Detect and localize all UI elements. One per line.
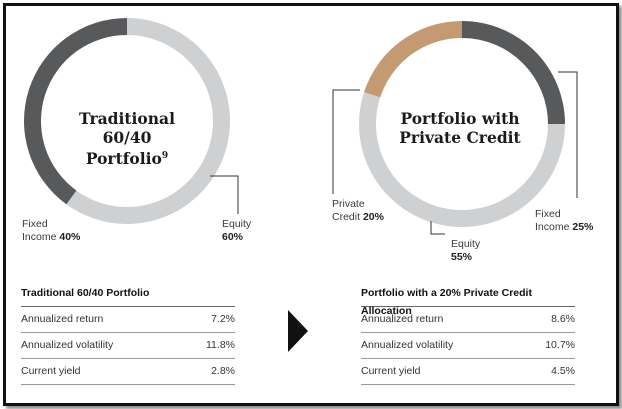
donut-2-title-line2: Private Credit xyxy=(399,128,521,147)
donut-2-title-line1: Portfolio with xyxy=(400,109,520,128)
label-private-credit: Private Credit 20% xyxy=(332,198,384,224)
donut-slice-equity xyxy=(66,18,231,225)
table-row: Current yield 4.5% xyxy=(361,359,575,385)
label-equity-1: Equity 60% xyxy=(222,218,251,244)
label-text: Equity xyxy=(222,218,252,230)
label-text: Equity xyxy=(451,238,481,250)
donut-chart-traditional xyxy=(23,18,231,225)
leader-line-private-credit xyxy=(332,89,360,194)
table-private-credit: Portfolio with a 20% Private Credit Allo… xyxy=(361,284,575,385)
label-value: 40% xyxy=(59,231,81,243)
table-title: Portfolio with a 20% Private Credit Allo… xyxy=(361,284,575,317)
table-traditional: Traditional 60/40 Portfolio Annualized r… xyxy=(21,284,235,385)
label-text: Fixed xyxy=(535,208,561,220)
row-metric: Annualized volatility xyxy=(21,339,114,351)
row-metric: Annualized return xyxy=(21,313,104,325)
donut-slice-private-credit xyxy=(364,21,462,98)
donut-slice-equity xyxy=(359,92,565,227)
donut-1-title-line1: Traditional 60/40 xyxy=(79,109,175,147)
label-text: Income xyxy=(535,221,570,233)
donut-slice-fixed-income xyxy=(23,18,127,205)
row-metric: Annualized return xyxy=(361,313,444,325)
label-value: 25% xyxy=(572,221,594,233)
label-fixed-income-2: Fixed Income 25% xyxy=(535,208,593,234)
row-metric: Annualized volatility xyxy=(361,339,454,351)
row-value: 2.8% xyxy=(211,365,235,377)
leader-line-equity-1 xyxy=(210,175,239,214)
arrow-right-icon xyxy=(288,310,308,352)
label-text: Income xyxy=(22,231,57,243)
row-metric: Current yield xyxy=(361,365,421,377)
label-value: 20% xyxy=(362,211,384,223)
row-metric: Current yield xyxy=(21,365,81,377)
donut-2-title: Portfolio with Private Credit xyxy=(385,109,535,147)
table-row: Current yield 2.8% xyxy=(21,359,235,385)
label-text: Private xyxy=(332,198,365,210)
donut-1-title-line2: Portfolio xyxy=(85,149,162,169)
row-value: 10.7% xyxy=(545,339,575,351)
table-title: Traditional 60/40 Portfolio xyxy=(21,284,235,307)
leader-lines xyxy=(210,71,578,235)
table-row: Annualized return 8.6% xyxy=(361,307,575,333)
table-row: Annualized volatility 11.8% xyxy=(21,333,235,359)
row-value: 8.6% xyxy=(551,313,575,325)
donut-1-title: Traditional 60/40 Portfolio9 xyxy=(52,109,202,168)
label-value: 60% xyxy=(222,231,244,243)
leader-line-equity-2 xyxy=(430,221,445,235)
footnote-marker: 9 xyxy=(161,151,169,161)
row-value: 11.8% xyxy=(206,339,235,351)
label-value: 55% xyxy=(451,251,473,263)
donut-chart-private-credit xyxy=(359,21,565,227)
label-fixed-income-1: Fixed Income 40% xyxy=(22,218,80,244)
label-text: Credit xyxy=(332,211,361,223)
leader-line-fixed-income-2 xyxy=(558,71,578,198)
row-value: 7.2% xyxy=(211,313,235,325)
table-row: Annualized volatility 10.7% xyxy=(361,333,575,359)
label-text: Fixed xyxy=(22,218,48,230)
row-value: 4.5% xyxy=(551,365,575,377)
table-row: Annualized return 7.2% xyxy=(21,307,235,333)
label-equity-2: Equity 55% xyxy=(451,238,480,264)
donut-slice-fixed-income xyxy=(462,21,565,124)
